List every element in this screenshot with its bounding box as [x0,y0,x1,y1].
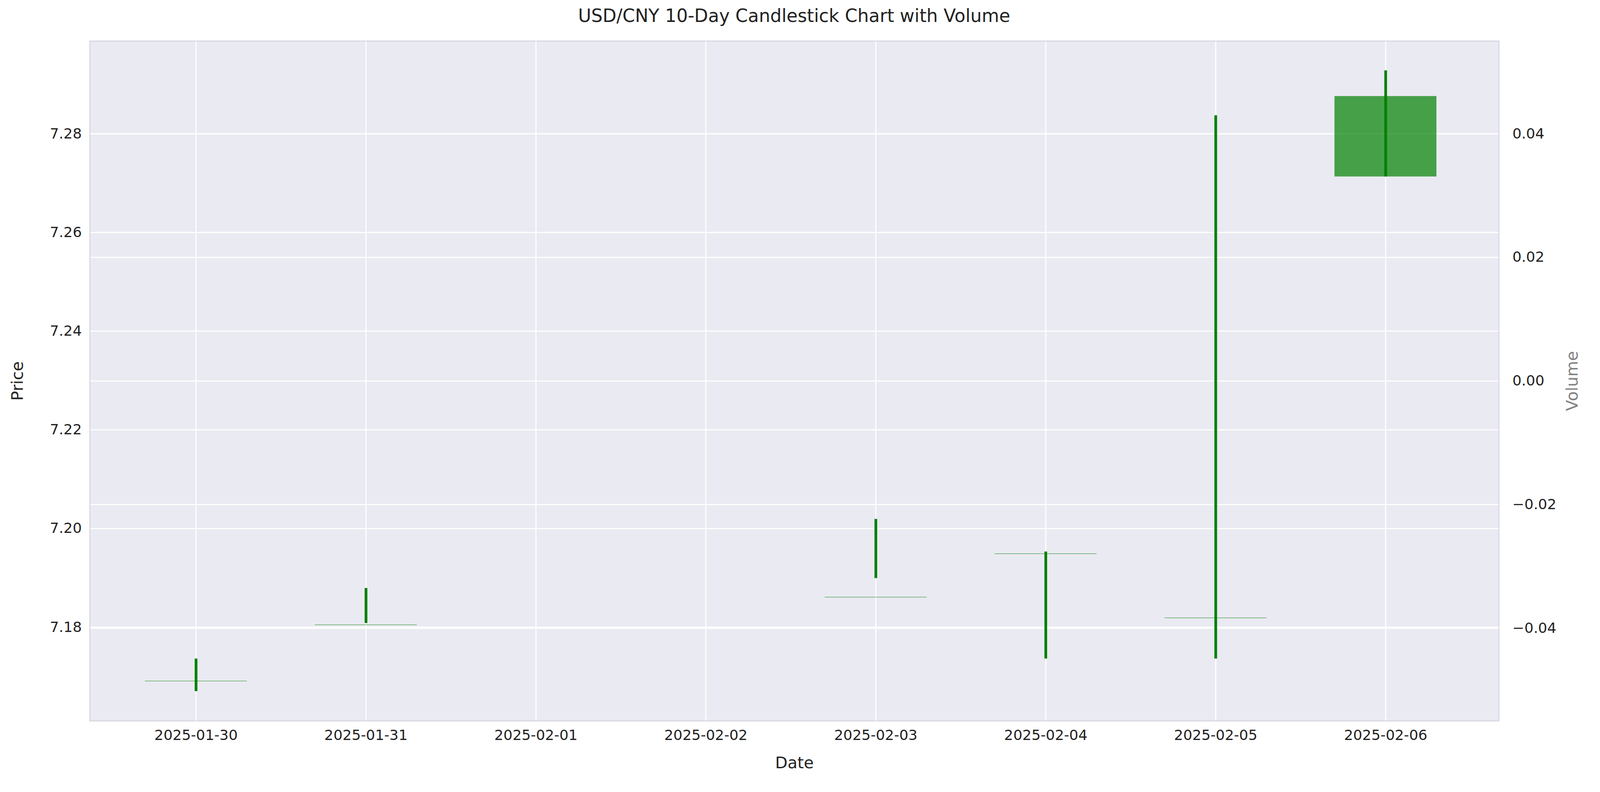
svg-text:Date: Date [775,753,814,772]
svg-text:2025-02-01: 2025-02-01 [494,726,578,744]
svg-text:0.04: 0.04 [1512,125,1545,143]
svg-text:7.26: 7.26 [49,223,82,241]
svg-text:−0.02: −0.02 [1512,495,1557,513]
svg-text:7.18: 7.18 [49,618,82,636]
svg-text:7.20: 7.20 [49,519,82,537]
svg-text:2025-01-31: 2025-01-31 [324,726,408,744]
svg-text:2025-02-06: 2025-02-06 [1344,726,1428,744]
svg-text:0.02: 0.02 [1512,248,1545,266]
svg-text:7.24: 7.24 [49,322,82,340]
svg-text:2025-02-04: 2025-02-04 [1004,726,1088,744]
svg-text:2025-02-05: 2025-02-05 [1173,726,1258,744]
svg-text:Volume: Volume [1562,350,1582,411]
svg-text:Price: Price [8,361,27,401]
html-text:USD/CNY 10-Day Candlestick Cha: USD/CNY 10-Day Candlestick Chart with Vo… [578,5,1011,26]
svg-text:2025-02-03: 2025-02-03 [834,726,918,744]
svg-text:−0.04: −0.04 [1512,619,1557,637]
svg-text:7.22: 7.22 [49,420,82,438]
svg-text:2025-02-02: 2025-02-02 [664,726,748,744]
svg-text:2025-01-30: 2025-01-30 [154,726,238,744]
svg-text:0.00: 0.00 [1512,371,1545,389]
svg-text:7.28: 7.28 [49,125,82,143]
